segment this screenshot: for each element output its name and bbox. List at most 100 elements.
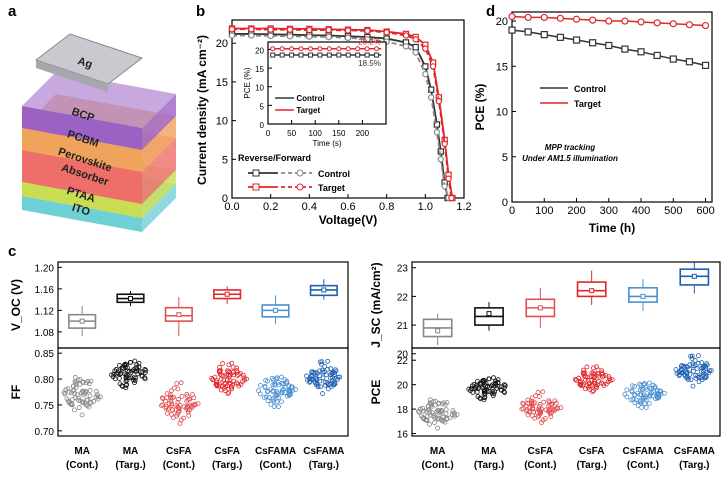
violin-point bbox=[189, 404, 195, 410]
violin-point bbox=[142, 367, 148, 372]
violin-point bbox=[134, 368, 140, 374]
violin-point bbox=[319, 359, 325, 365]
group-label: CsFAMA bbox=[622, 446, 663, 457]
legend-marker bbox=[252, 183, 260, 191]
violin-point bbox=[216, 364, 222, 370]
x-tick-label: 0.0 bbox=[224, 201, 239, 213]
violin-point bbox=[126, 375, 132, 381]
violin-point bbox=[174, 381, 180, 386]
violin-point bbox=[539, 420, 544, 425]
violin-point bbox=[594, 385, 599, 391]
violin-point bbox=[452, 412, 457, 417]
plot-frame bbox=[267, 41, 387, 125]
mpp-point bbox=[605, 41, 613, 50]
violin-point bbox=[134, 362, 140, 368]
box-mean bbox=[589, 288, 595, 294]
jv-point bbox=[427, 94, 435, 101]
jv-point bbox=[435, 98, 443, 105]
jv-point bbox=[306, 33, 313, 40]
y-tick-label: 10 bbox=[216, 116, 228, 128]
violin-point bbox=[288, 389, 293, 395]
violin-point bbox=[226, 362, 232, 368]
violin-point bbox=[266, 395, 272, 400]
violin-point bbox=[639, 404, 644, 410]
y-tick-label: 18 bbox=[397, 405, 409, 416]
x-tick-label: 300 bbox=[600, 205, 618, 217]
inset-point bbox=[364, 46, 370, 52]
mpp-tracking-chart: 0 100 200 300 400 500 600 0 5 10 15 20 Time (h) PCE (… bbox=[473, 11, 715, 235]
violin-point bbox=[117, 362, 122, 368]
violin-point bbox=[163, 405, 169, 411]
violin-point bbox=[490, 393, 496, 399]
inset-point bbox=[270, 46, 276, 52]
y-tick-label: 20 bbox=[397, 350, 409, 361]
violin-point bbox=[320, 367, 325, 373]
violin-point bbox=[234, 380, 239, 386]
y-tick-label: 0 bbox=[222, 193, 228, 205]
mpp-point bbox=[653, 19, 661, 27]
mpp-point bbox=[653, 51, 661, 60]
violin-point bbox=[492, 380, 498, 386]
violin-point bbox=[435, 415, 441, 421]
violin-point bbox=[179, 393, 185, 399]
violin-point bbox=[443, 407, 449, 413]
violin-point bbox=[123, 372, 129, 378]
violin-point bbox=[435, 425, 440, 431]
stack-layer-front bbox=[22, 128, 142, 172]
violin-point bbox=[529, 403, 535, 409]
stack-layer-side bbox=[142, 116, 176, 172]
x-tick-label: 100 bbox=[309, 129, 323, 138]
violin-point bbox=[271, 404, 277, 409]
violin-point bbox=[640, 394, 646, 400]
x-tick-label: 0 bbox=[509, 205, 515, 217]
jv-point bbox=[402, 43, 410, 50]
violin-point bbox=[558, 405, 564, 411]
box-mean bbox=[273, 307, 278, 313]
violin-point bbox=[282, 384, 288, 390]
plot-frame bbox=[411, 261, 721, 349]
violin-point bbox=[80, 399, 85, 405]
inset-point bbox=[336, 52, 342, 58]
violin-point bbox=[190, 392, 195, 397]
violin-point bbox=[171, 385, 177, 391]
stack-layer-front bbox=[22, 150, 142, 204]
inset-point bbox=[355, 52, 361, 58]
violin-point bbox=[189, 403, 195, 409]
violin-point bbox=[230, 382, 235, 388]
violin-point bbox=[76, 405, 82, 410]
violin-point bbox=[328, 366, 334, 372]
violin-point bbox=[181, 404, 187, 410]
violin-point bbox=[176, 406, 182, 412]
violin-point bbox=[218, 387, 224, 393]
violin-point bbox=[86, 404, 92, 410]
group-label: MA bbox=[481, 446, 497, 457]
violin-point bbox=[235, 369, 240, 375]
violin-point bbox=[637, 387, 643, 393]
violin-point bbox=[501, 382, 507, 388]
x-axis-title: Time (h) bbox=[589, 221, 635, 235]
violin-point bbox=[185, 407, 191, 413]
jv-point bbox=[228, 26, 236, 33]
inset-value-label: 20.2% bbox=[358, 38, 381, 47]
x-axis-title: Voltage(V) bbox=[319, 213, 377, 227]
violin-point bbox=[449, 412, 455, 418]
violin-point bbox=[701, 364, 707, 370]
group-label: (Cont.) bbox=[524, 460, 556, 471]
violin-point bbox=[317, 368, 322, 374]
violin-point bbox=[175, 399, 181, 405]
violin-point bbox=[537, 401, 543, 407]
violin-point bbox=[170, 407, 176, 413]
violin-point bbox=[185, 393, 190, 399]
violin-point bbox=[642, 381, 647, 387]
violin-point bbox=[214, 383, 220, 388]
violin-point bbox=[656, 394, 662, 400]
violin-point bbox=[85, 378, 91, 384]
group-label: (Cont.) bbox=[422, 460, 454, 471]
violin-point bbox=[315, 384, 321, 389]
mpp-point bbox=[524, 13, 532, 22]
violin-point bbox=[311, 378, 317, 384]
violin-point bbox=[704, 369, 709, 375]
x-tick-label: 200 bbox=[356, 129, 370, 138]
violin-point bbox=[238, 381, 244, 387]
violin-point bbox=[217, 381, 222, 387]
